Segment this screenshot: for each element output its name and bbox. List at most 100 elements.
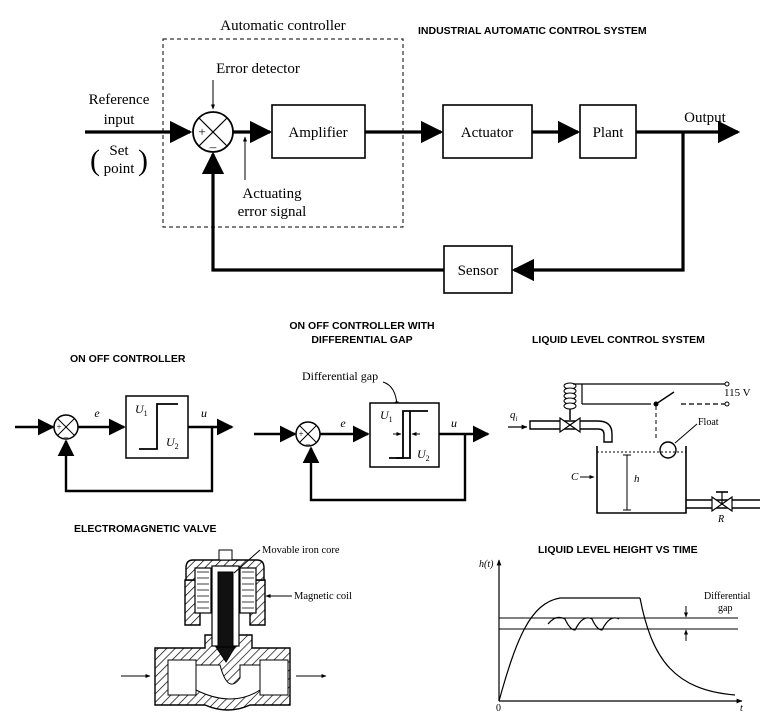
- solenoid-coil: [563, 382, 577, 420]
- set-point-left-paren: (: [90, 144, 100, 177]
- height-y-label: h(t): [479, 559, 494, 570]
- gap-e-label: e: [340, 416, 346, 430]
- terminal-bottom: [724, 401, 730, 407]
- gap-U2-letter: U: [417, 447, 427, 461]
- differential-gap-controller-diagram: ON OFF CONTROLLER WITH DIFFERENTIAL GAP …: [254, 320, 490, 502]
- liquid-level-control-diagram: LIQUID LEVEL CONTROL SYSTEM 115 V Float …: [508, 334, 760, 525]
- movable-iron-core: [217, 571, 234, 648]
- gap-U1-sub: 1: [389, 415, 393, 424]
- onoff-title: ON OFF CONTROLLER: [70, 353, 186, 365]
- plant-block: [579, 104, 637, 159]
- sensor-label: Sensor: [458, 263, 499, 279]
- differential-gap-label: Differential gap: [302, 369, 378, 383]
- valve-flow-channel: [195, 664, 261, 700]
- capacitance-label: C: [571, 471, 579, 483]
- height-label: h: [634, 473, 640, 485]
- main-block-diagram: INDUSTRIAL AUTOMATIC CONTROL SYSTEM Auto…: [85, 18, 741, 294]
- output-label: Output: [684, 110, 727, 126]
- gap-title-line2: DIFFERENTIAL GAP: [311, 334, 412, 346]
- amplifier-block: [271, 104, 366, 159]
- iron-core-pointer: [233, 549, 261, 574]
- gap-U2-sub: 2: [426, 454, 430, 463]
- amplifier-label: Amplifier: [288, 125, 347, 141]
- movable-iron-core-label: Movable iron core: [262, 545, 340, 556]
- onoff-relay-characteristic: [139, 403, 178, 450]
- outflow-pipe: [686, 499, 760, 509]
- decay-curve: [639, 597, 736, 696]
- float-label: Float: [698, 417, 719, 428]
- gap-U1-letter: U: [380, 408, 390, 422]
- oscillation-curve: [547, 616, 620, 631]
- float: [659, 441, 677, 459]
- error-detector-label: Error detector: [216, 61, 300, 77]
- coil-windings-left: [197, 571, 209, 609]
- gap-relay-block: [369, 402, 440, 468]
- magnetic-coil-label: Magnetic coil: [294, 591, 352, 602]
- main-title: INDUSTRIAL AUTOMATIC CONTROL SYSTEM: [418, 25, 647, 37]
- onoff-u-label: u: [201, 406, 207, 420]
- feedback-path: [201, 151, 444, 272]
- onoff-U2-sub: 2: [175, 442, 179, 451]
- height-origin-label: 0: [496, 703, 501, 713]
- gap-hysteresis-upper: [396, 411, 411, 459]
- set-point-right-paren: ): [138, 144, 148, 177]
- output-to-sensor-path: [511, 132, 685, 282]
- resistance-label: R: [717, 514, 724, 525]
- onoff-U1-sub: 1: [144, 409, 148, 418]
- gap-u-label: u: [451, 416, 457, 430]
- inflow-sub: i: [516, 415, 518, 423]
- actuator-label: Actuator: [461, 125, 513, 141]
- voltage-label: 115 V: [724, 387, 751, 399]
- height-x-label: t: [740, 703, 743, 713]
- valve-inlet-port: [167, 659, 197, 696]
- gap-U1-label: U1: [380, 408, 393, 424]
- onoff-plus-sign: +: [56, 422, 61, 432]
- onoff-e-label: e: [94, 406, 100, 420]
- height-plot-title: LIQUID LEVEL HEIGHT VS TIME: [538, 544, 698, 556]
- onoff-U1-letter: U: [135, 402, 145, 416]
- differential-gap-plot-label-2: gap: [718, 603, 732, 614]
- electromagnetic-valve-diagram: ELECTROMAGNETIC VALVE Movable iron core …: [74, 523, 352, 711]
- reference-input-label-2: input: [104, 112, 136, 128]
- float-switch: [655, 391, 675, 405]
- magnetic-coil-right: [239, 567, 257, 614]
- gap-feedback-path: [302, 434, 467, 502]
- set-point-label-2: point: [104, 161, 136, 177]
- liquid-title: LIQUID LEVEL CONTROL SYSTEM: [532, 334, 705, 346]
- valve-seat-plug: [215, 646, 236, 663]
- float-label-pointer: [674, 423, 698, 444]
- height-vs-time-plot: LIQUID LEVEL HEIGHT VS TIME h(t) t 0 Dif…: [479, 544, 751, 713]
- magnetic-coil-left: [194, 567, 212, 614]
- summing-minus-sign: –: [209, 139, 217, 154]
- summing-junction: + –: [192, 111, 234, 154]
- onoff-U2-letter: U: [166, 435, 176, 449]
- actuating-label-2: error signal: [238, 204, 307, 220]
- actuating-label-1: Actuating: [242, 186, 302, 202]
- inflow-letter: q: [510, 409, 516, 421]
- plant-label: Plant: [593, 125, 625, 141]
- onoff-controller-diagram: ON OFF CONTROLLER + – e U1 U2 u: [15, 353, 234, 493]
- inflow-label: qi: [510, 409, 518, 423]
- tank: [596, 446, 687, 514]
- onoff-U1-label: U1: [135, 402, 148, 418]
- automatic-controller-label: Automatic controller: [220, 18, 345, 34]
- gap-plus-sign: +: [298, 429, 303, 439]
- differential-gap-plot-label-1: Differential: [704, 591, 751, 602]
- reference-input-label-1: Reference: [89, 92, 150, 108]
- onoff-minus-sign: –: [63, 432, 69, 442]
- onoff-feedback-path: [57, 427, 214, 493]
- valve-cap: [218, 549, 233, 561]
- terminal-top: [724, 381, 730, 387]
- automatic-controller-boundary: [162, 38, 404, 228]
- gap-title-line1: ON OFF CONTROLLER WITH: [289, 320, 434, 332]
- actuator-block: [442, 104, 533, 159]
- set-point-label-1: Set: [109, 143, 129, 159]
- summing-plus-sign: +: [198, 124, 205, 139]
- valve-outlet-port: [259, 659, 289, 696]
- onoff-U2-label: U2: [166, 435, 179, 451]
- gap-minus-sign: –: [305, 439, 311, 449]
- valve-title: ELECTROMAGNETIC VALVE: [74, 523, 217, 535]
- gap-U2-label: U2: [417, 447, 430, 463]
- sensor-block: [443, 245, 513, 294]
